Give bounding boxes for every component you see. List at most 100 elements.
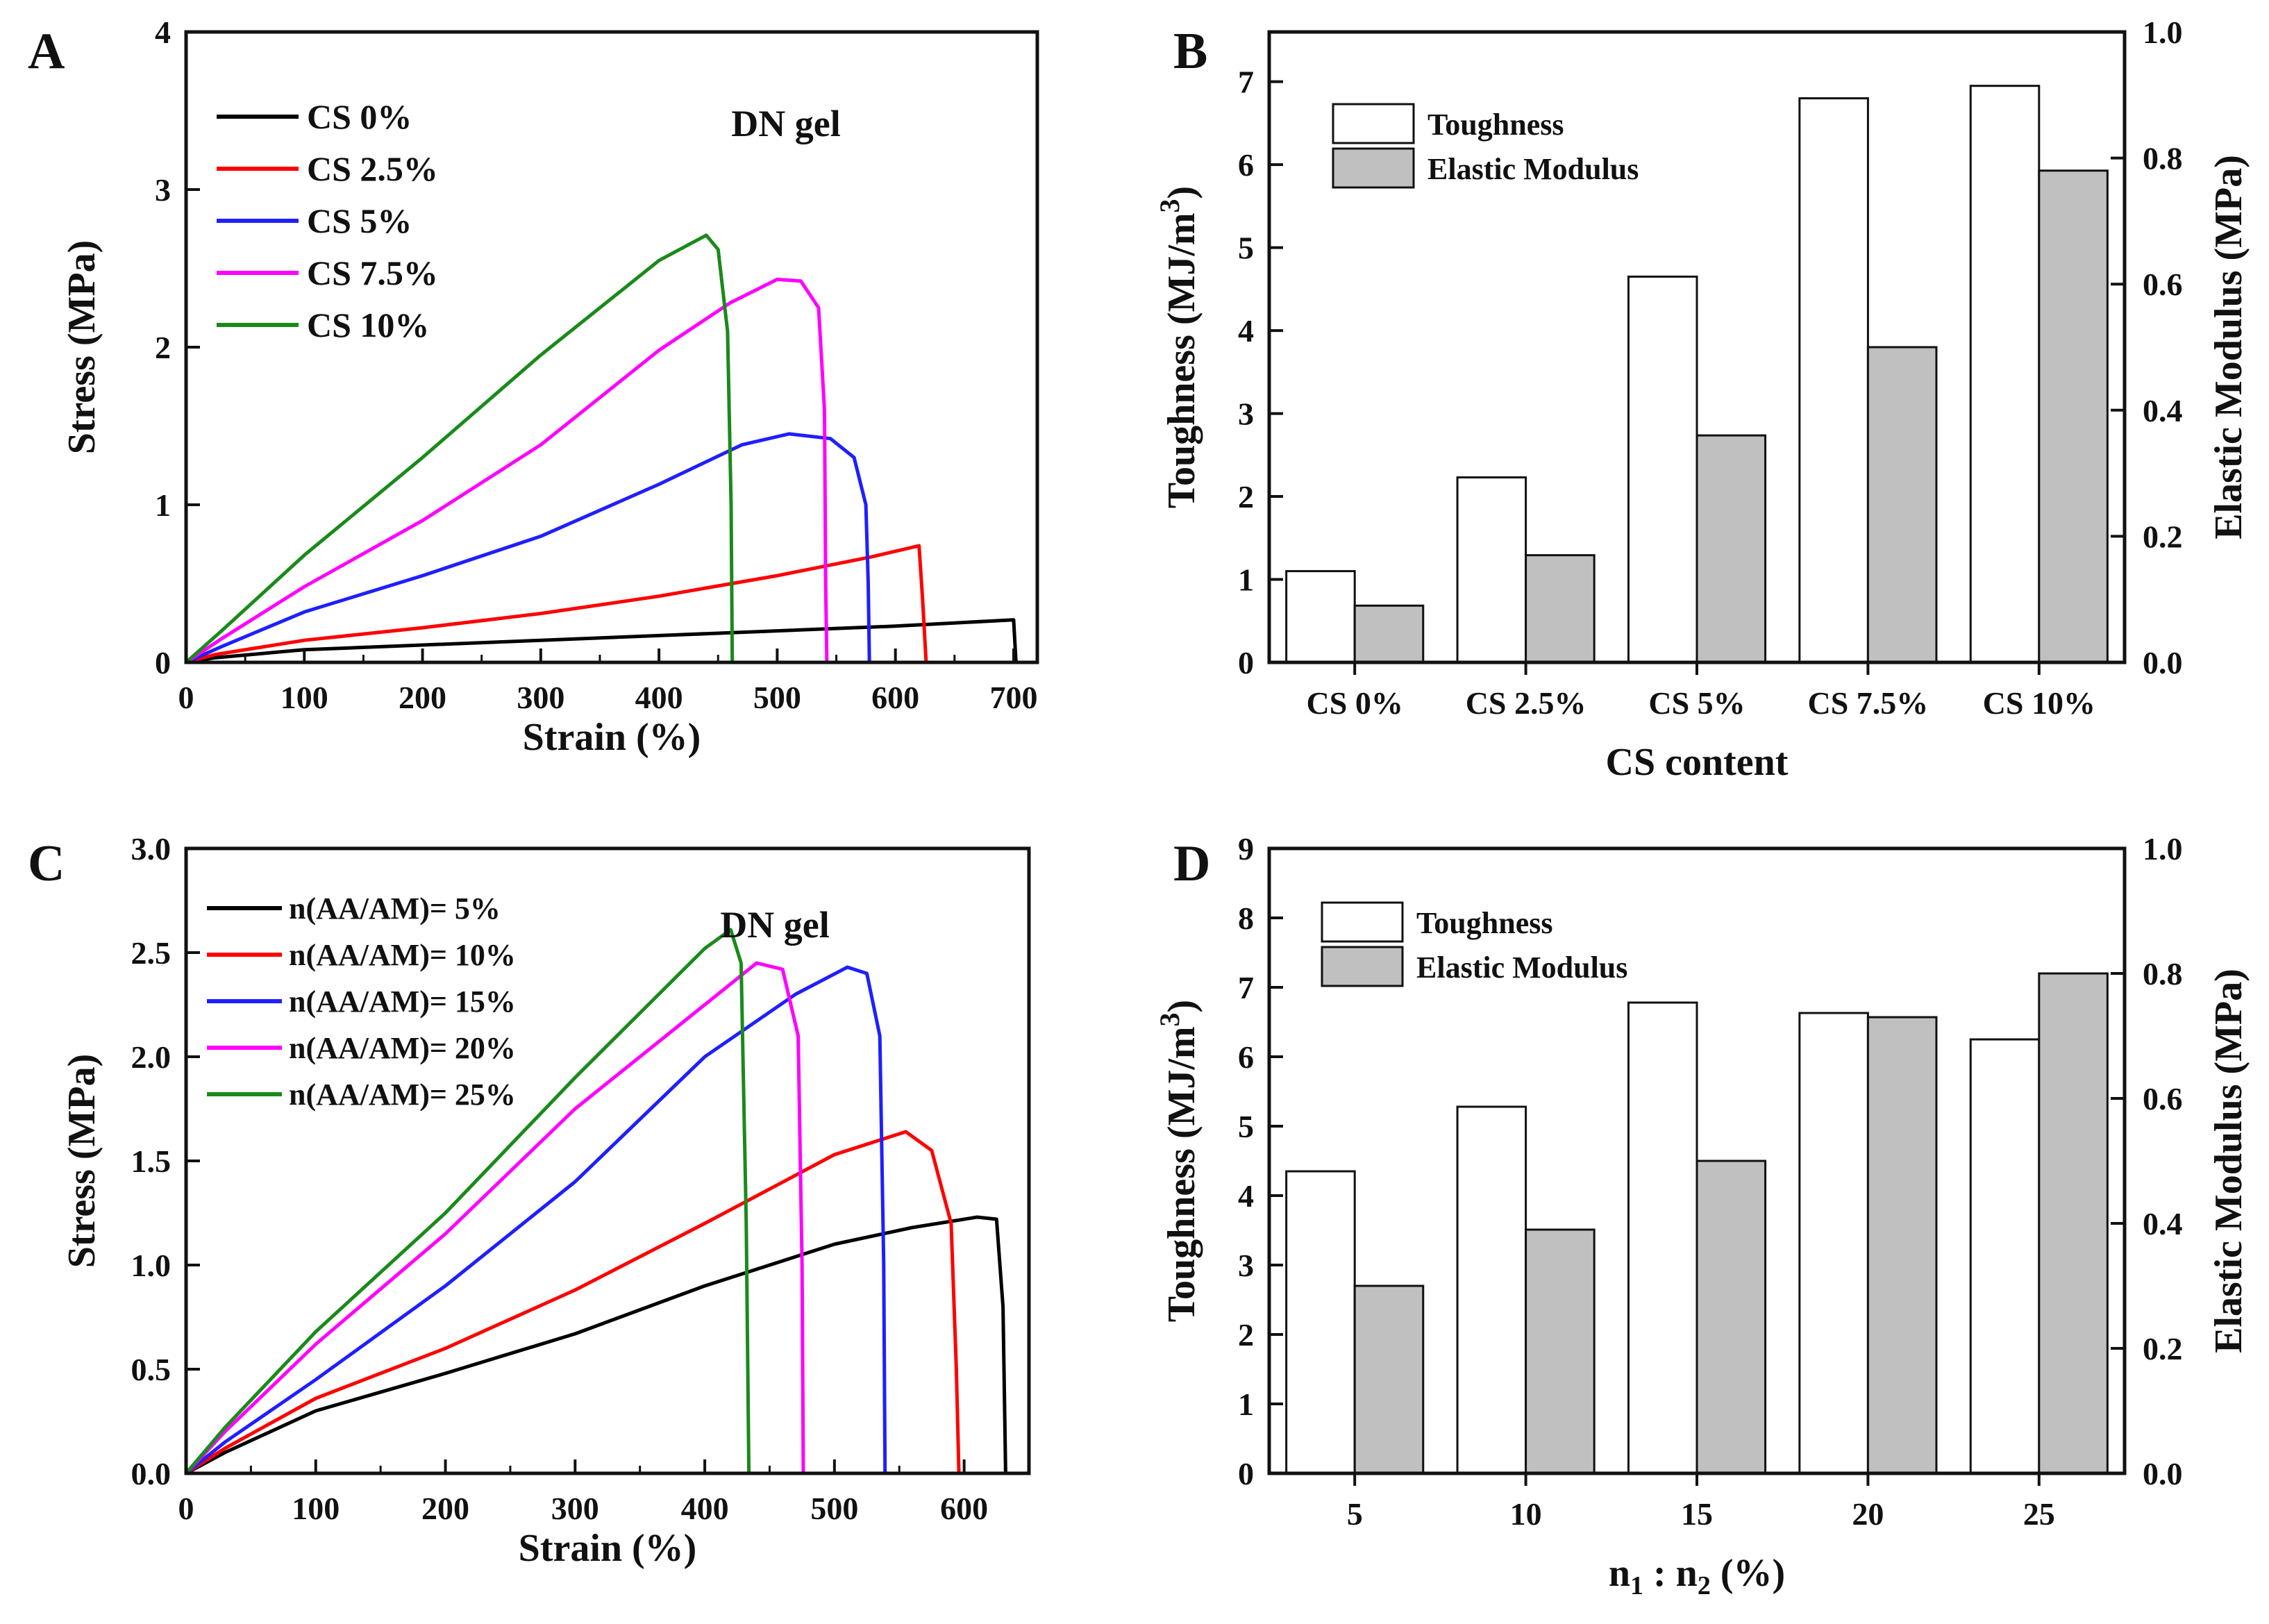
left-y-tick-label-4: 4 [1238, 313, 1254, 349]
y-axis-title-base: Toughness (MJ/m [1160, 212, 1203, 508]
series-line-n-aa-am-25 [185, 928, 751, 1475]
left-y-tick-label-0: 0 [1238, 1456, 1254, 1491]
right-y-tick-label-1-0: 1.0 [2143, 15, 2183, 50]
dn-gel-annotation: DN gel [731, 103, 840, 144]
x-tick-label-15: 15 [1681, 1496, 1713, 1532]
dn-gel-annotation: DN gel [720, 904, 829, 946]
left-y-tick-label-4: 4 [1238, 1178, 1254, 1214]
x-axis-title-subscript: 2 [1698, 1571, 1711, 1600]
x-tick-label-20: 20 [1852, 1496, 1884, 1532]
legend-label-toughness: Toughness [1427, 108, 1564, 142]
x-axis-title: Strain (%) [523, 716, 701, 759]
right-y-tick-label-0-0: 0.0 [2143, 645, 2183, 680]
left-y-tick-label-3: 3 [1238, 1248, 1254, 1283]
bar-elastic-modulus-5 [1353, 1284, 1425, 1475]
x-tick-label-100: 100 [281, 680, 328, 715]
left-y-tick-label-5: 5 [1238, 1109, 1254, 1144]
legend-label-cs-7-5: CS 7.5% [307, 253, 438, 292]
x-tick-label-0: 0 [178, 1491, 194, 1526]
bar-elastic-modulus-cs-7-5 [1866, 346, 1938, 664]
right-y-tick-label-0-6: 0.6 [2143, 1081, 2183, 1116]
bar-toughness-cs-10 [1969, 85, 2041, 664]
bar-elastic-modulus-20 [1866, 1016, 1938, 1475]
y-axis-title: Toughness (MJ/m3) [1154, 1000, 1203, 1322]
panel-d-toughness-modulus-chart: 5 10 15 20 25 0 1 2 3 4 5 6 7 8 9 0.0 0.2 0.4 0.6 0.8 1.0 n1 … [1154, 831, 2250, 1600]
legend-swatch-elastic-modulus [1332, 147, 1415, 189]
right-y-tick-label-0-4: 0.4 [2143, 1206, 2183, 1241]
left-y-tick-label-3: 3 [1238, 396, 1254, 432]
series-line-cs-5 [185, 432, 871, 664]
x-tick-label-25: 25 [2023, 1496, 2055, 1532]
left-y-tick-label-0-5: 0.5 [131, 1352, 171, 1387]
bar-toughness-cs-0 [1285, 570, 1356, 664]
left-y-tick-label-1-5: 1.5 [131, 1144, 171, 1179]
panel-c-stress-strain-chart: 0 100 200 300 400 500 600 0.0 0.5 1.0 1.5 2.0 2.5 3.0… [60, 831, 1031, 1570]
x-tick-label-5: 5 [1347, 1496, 1363, 1532]
legend-label-cs-5: CS 5% [307, 201, 412, 240]
legend-swatch-toughness [1332, 103, 1415, 144]
bar-toughness-10 [1456, 1105, 1527, 1475]
x-tick-label-cs-10: CS 10% [1983, 685, 2095, 721]
bar-toughness-25 [1969, 1038, 2041, 1475]
panel-label-c: C [28, 835, 65, 892]
bar-toughness-5 [1285, 1170, 1356, 1475]
legend-label-cs-10: CS 10% [307, 305, 429, 344]
legend-label-n-aa-am-25: n(AA/AM)= 25% [289, 1078, 516, 1112]
y-axis-title: Stress (MPa) [60, 240, 103, 454]
left-y-tick-label-2: 2 [1238, 479, 1254, 514]
bar-toughness-20 [1798, 1012, 1869, 1475]
left-y-tick-label-2: 2 [155, 330, 171, 365]
bar-elastic-modulus-cs-10 [2038, 169, 2109, 664]
x-tick-label-300: 300 [551, 1491, 599, 1526]
x-tick-label-cs-0: CS 0% [1307, 685, 1403, 721]
right-y-tick-label-0-2: 0.2 [2143, 1331, 2183, 1366]
left-y-tick-label-0: 0 [1238, 645, 1254, 680]
x-tick-label-0: 0 [178, 680, 194, 715]
series-line-cs-10 [185, 233, 735, 664]
bar-elastic-modulus-25 [2038, 972, 2109, 1475]
left-y-tick-label-4: 4 [155, 15, 171, 50]
left-y-tick-label-6: 6 [1238, 1039, 1254, 1075]
legend-label-n-aa-am-15: n(AA/AM)= 15% [289, 985, 516, 1019]
x-axis-title-subscript: 1 [1630, 1571, 1643, 1600]
x-axis-title-part: : n [1643, 1552, 1698, 1595]
x-tick-label-cs-2-5: CS 2.5% [1466, 685, 1586, 721]
left-y-tick-label-7: 7 [1238, 65, 1254, 100]
legend-label-cs-0: CS 0% [307, 97, 412, 136]
x-tick-label-300: 300 [517, 680, 564, 715]
x-tick-label-700: 700 [989, 680, 1037, 715]
bar-elastic-modulus-cs-0 [1353, 604, 1425, 664]
legend-swatch-toughness [1321, 901, 1404, 943]
right-y-tick-label-0-8: 0.8 [2143, 141, 2183, 176]
panel-label-d: D [1173, 835, 1210, 892]
series-line-n-aa-am-5 [185, 1215, 1007, 1475]
left-y-tick-label-6: 6 [1238, 147, 1254, 183]
legend-label-elastic-modulus: Elastic Modulus [1427, 152, 1639, 186]
left-y-tick-label-9: 9 [1238, 831, 1254, 867]
x-tick-label-500: 500 [753, 680, 801, 715]
x-tick-label-100: 100 [292, 1491, 340, 1526]
x-axis-title: CS content [1606, 741, 1789, 784]
x-tick-label-200: 200 [421, 1491, 469, 1526]
bar-elastic-modulus-10 [1525, 1228, 1596, 1475]
bar-elastic-modulus-cs-2-5 [1525, 554, 1596, 664]
left-y-tick-label-2: 2 [1238, 1317, 1254, 1353]
series-line-cs-7-5 [185, 277, 829, 664]
right-y-tick-label-0-2: 0.2 [2143, 519, 2183, 554]
series-line-n-aa-am-20 [185, 961, 805, 1475]
y-axis-title-superscript: 3 [1154, 199, 1185, 212]
legend-label-cs-2-5: CS 2.5% [307, 149, 438, 188]
y-axis-title-base: Toughness (MJ/m [1160, 1026, 1203, 1322]
bar-elastic-modulus-cs-5 [1696, 434, 1767, 664]
panel-a-stress-strain-chart: 0 100 200 300 400 500 600 700 0 1 2 3 4 Strain (%) Str… [60, 15, 1039, 759]
panel-label-a: A [28, 23, 65, 80]
bar-toughness-cs-7-5 [1798, 97, 1869, 664]
left-y-tick-label-8: 8 [1238, 901, 1254, 936]
bar-elastic-modulus-15 [1696, 1160, 1767, 1475]
left-y-tick-label-7: 7 [1238, 970, 1254, 1005]
x-tick-label-600: 600 [940, 1491, 988, 1526]
x-axis-title: n1 : n2 (%) [1609, 1552, 1785, 1600]
x-axis-title-part: n [1609, 1552, 1630, 1595]
right-y-tick-label-0-6: 0.6 [2143, 267, 2183, 302]
